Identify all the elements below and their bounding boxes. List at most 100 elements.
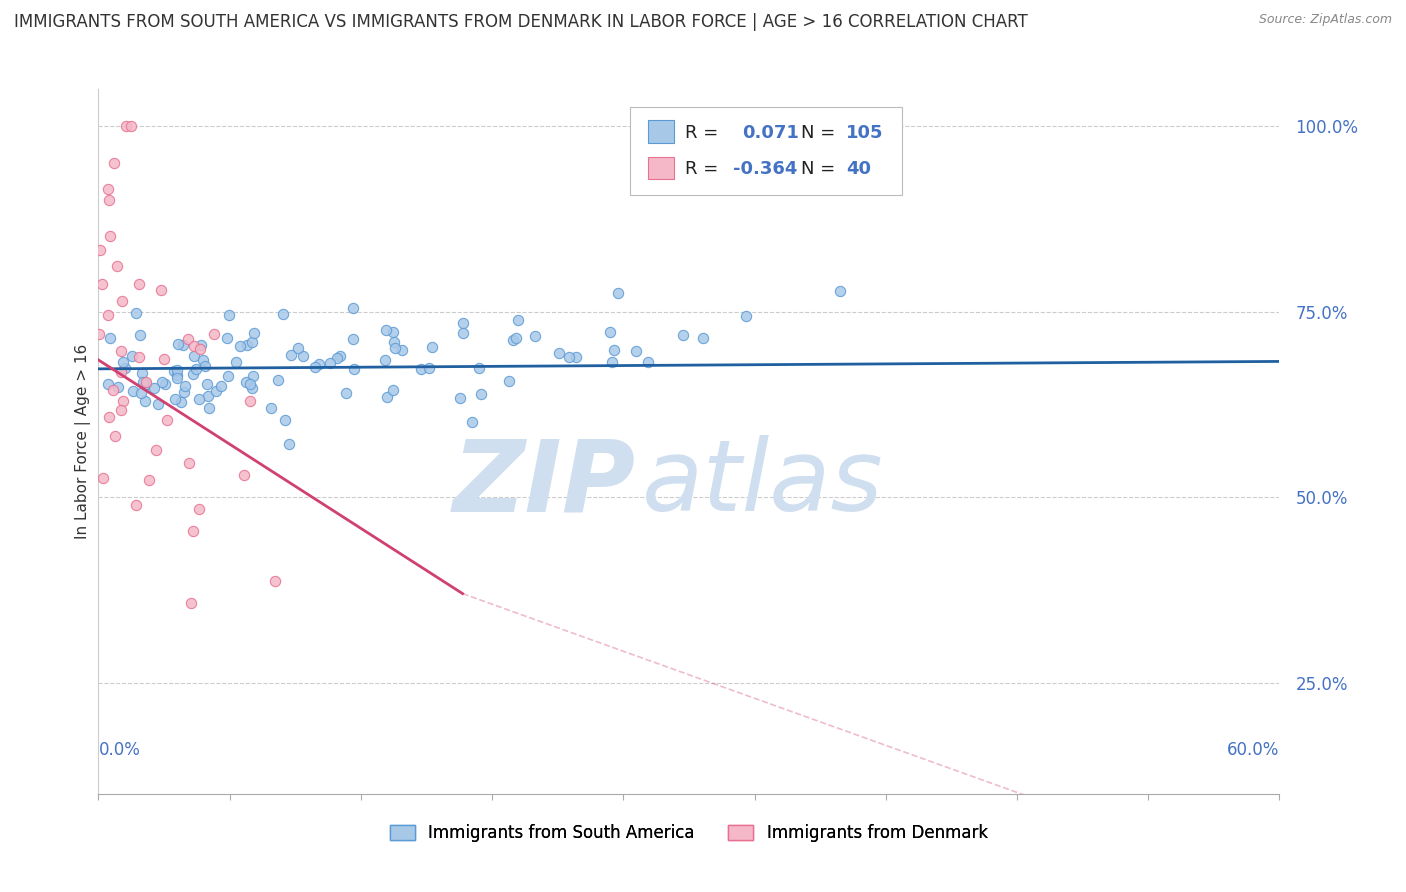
Point	[190, 337, 212, 351]
Point	[418, 360, 440, 375]
Point	[187, 502, 209, 516]
Point	[204, 384, 226, 399]
Text: Source: ZipAtlas.com: Source: ZipAtlas.com	[1258, 13, 1392, 27]
Point	[132, 376, 155, 390]
FancyBboxPatch shape	[648, 157, 673, 179]
Point	[557, 350, 579, 364]
Point	[183, 367, 205, 381]
Point	[166, 363, 188, 377]
Point	[599, 326, 621, 340]
Point	[291, 349, 314, 363]
Text: ZIP: ZIP	[453, 435, 636, 533]
Point	[174, 378, 197, 392]
Point	[110, 403, 132, 417]
Point	[97, 182, 120, 196]
Point	[166, 371, 188, 385]
Point	[188, 392, 211, 406]
Point	[103, 156, 125, 170]
Point	[236, 338, 259, 352]
Point	[197, 389, 219, 403]
Point	[110, 365, 132, 379]
Point	[267, 373, 290, 387]
Point	[104, 429, 127, 443]
Point	[98, 331, 121, 345]
Point	[505, 331, 527, 345]
Point	[165, 392, 187, 406]
Point	[343, 362, 366, 376]
Point	[508, 313, 530, 327]
Point	[467, 360, 489, 375]
Point	[603, 343, 626, 358]
Point	[114, 361, 136, 376]
Point	[215, 330, 238, 344]
Point	[547, 346, 569, 360]
Point	[167, 337, 190, 351]
Point	[170, 395, 193, 409]
Point	[382, 325, 405, 339]
Point	[218, 308, 240, 322]
Point	[98, 228, 121, 243]
Point	[107, 380, 129, 394]
FancyBboxPatch shape	[648, 120, 673, 143]
Point	[735, 310, 758, 324]
Text: 40: 40	[846, 161, 872, 178]
Point	[194, 359, 217, 373]
Point	[277, 437, 299, 451]
Point	[461, 415, 484, 429]
Point	[101, 384, 124, 398]
Point	[128, 351, 150, 365]
Point	[637, 355, 659, 369]
Point	[87, 326, 110, 341]
Point	[382, 334, 405, 349]
Point	[134, 394, 156, 409]
Point	[134, 375, 156, 389]
Point	[523, 328, 546, 343]
Point	[374, 353, 396, 368]
Point	[89, 243, 111, 257]
Point	[502, 333, 524, 347]
Point	[183, 339, 205, 353]
Point	[145, 442, 167, 457]
Text: 105: 105	[846, 124, 883, 142]
Point	[242, 369, 264, 384]
Point	[449, 391, 471, 405]
Point	[180, 596, 202, 610]
Point	[105, 259, 128, 273]
Point	[153, 376, 176, 391]
Point	[260, 401, 283, 415]
Text: R =: R =	[685, 161, 718, 178]
Point	[607, 286, 630, 301]
Point	[304, 360, 326, 375]
Point	[152, 352, 174, 367]
Point	[264, 574, 287, 589]
Point	[163, 364, 186, 378]
Point	[125, 305, 148, 319]
Point	[240, 334, 263, 349]
Point	[382, 383, 405, 397]
Y-axis label: In Labor Force | Age > 16: In Labor Force | Age > 16	[76, 344, 91, 539]
Point	[129, 385, 152, 400]
Point	[183, 349, 205, 363]
Point	[470, 387, 492, 401]
Point	[138, 473, 160, 487]
Point	[274, 413, 297, 427]
Point	[374, 323, 396, 337]
Point	[420, 340, 443, 354]
Text: 0.071: 0.071	[742, 124, 799, 142]
Point	[329, 350, 352, 364]
Point	[195, 376, 218, 391]
Point	[217, 369, 239, 384]
Text: R =: R =	[685, 124, 718, 142]
Point	[110, 294, 132, 309]
Point	[152, 375, 174, 389]
Point	[142, 381, 165, 395]
Point	[235, 375, 257, 389]
Point	[209, 378, 232, 392]
Point	[97, 308, 120, 322]
Point	[335, 385, 357, 400]
Point	[156, 413, 179, 427]
Point	[318, 356, 340, 370]
Point	[128, 277, 150, 291]
Point	[121, 349, 143, 363]
Point	[191, 353, 214, 368]
